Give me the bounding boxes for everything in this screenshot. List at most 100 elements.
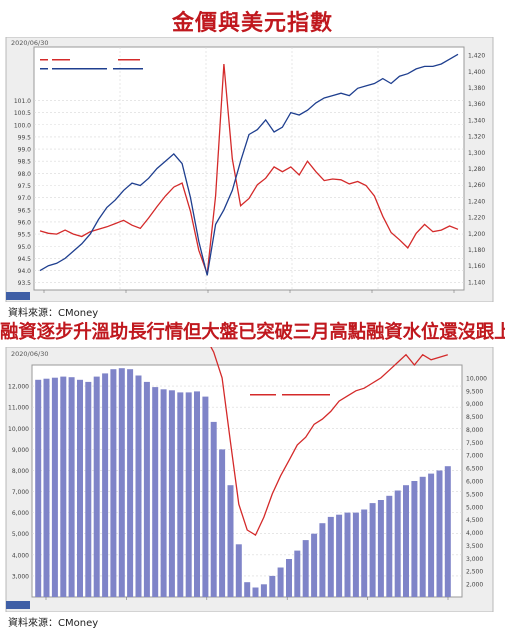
chart2-bar (202, 396, 209, 597)
chart1-left-tick-label: 98.0 (18, 171, 32, 178)
chart2-right-tick-label: 3,000 (466, 556, 483, 563)
chart2-bar (336, 514, 343, 597)
chart1-left-tick-label: 97.5 (18, 183, 32, 190)
chart2-right-tick-label: 3,500 (466, 543, 483, 550)
chart2-bar (51, 377, 58, 597)
chart2-right-tick-label: 7,000 (466, 453, 483, 460)
chart1-right-tick-label: 1,260 (468, 182, 485, 189)
chart1-left-tick-label: 100.5 (14, 110, 31, 117)
chart2-bar (436, 470, 443, 597)
chart2-left-tick-label: 7,000 (12, 489, 29, 496)
chart2-legend (250, 394, 330, 396)
chart2-bar (327, 516, 334, 597)
chart1-right-tick-label: 1,360 (468, 101, 485, 108)
chart1-right-tick-label: 1,240 (468, 198, 485, 205)
chart2-bar (194, 391, 200, 597)
chart2-right-tick-label: 9,500 (466, 388, 483, 395)
chart2-left-axis: 3,000 4,000 5,000 6,000 7,000 8,000 9,000 10,00… (8, 384, 29, 581)
chart2-bar (93, 376, 100, 597)
chart2-bar (269, 575, 276, 597)
chart2-left-tick-label: 11,000 (8, 405, 29, 412)
chart1-left-tick-label: 95.5 (18, 232, 32, 239)
chart2-bar (77, 379, 83, 597)
chart1-left-tick-label: 97.0 (18, 195, 32, 202)
chart2-bar (118, 368, 125, 597)
chart2-bar (419, 476, 426, 597)
chart2-bar (227, 485, 234, 597)
chart2-left-tick-label: 6,000 (12, 510, 29, 517)
chart2-right-tick-label: 9,000 (466, 401, 483, 408)
chart2-bar (219, 449, 226, 597)
chart2-right-tick-label: 2,500 (466, 569, 483, 576)
chart1-left-tick-label: 99.0 (18, 147, 32, 154)
chart2-bar (361, 509, 368, 597)
chart2-bar (344, 512, 351, 597)
chart2-bar (444, 466, 451, 597)
margin-index-chart: 2020/06/30 3,000 4,000 5,000 6,000 7,000 8,00… (5, 347, 494, 612)
chart2-bar (177, 392, 184, 597)
chart1-right-tick-label: 1,160 (468, 263, 485, 270)
chart2-right-tick-label: 5,000 (466, 504, 483, 511)
chart1-left-tick-label: 96.5 (18, 207, 32, 214)
chart2-right-tick-label: 5,500 (466, 491, 483, 498)
chart2-source: 資料來源：CMoney (8, 618, 99, 629)
chart2-right-tick-label: 4,500 (466, 517, 483, 524)
chart1-right-tick-label: 1,180 (468, 247, 485, 254)
chart1-left-axis: 93.5 94.0 94.5 95.0 95.5 96.0 96.5 97.0 97.5 98.0… (14, 98, 31, 287)
chart2-bars (35, 368, 451, 597)
chart2-bar (352, 512, 359, 597)
chart2-bar (102, 373, 109, 597)
chart2-left-tick-label: 3,000 (12, 573, 29, 580)
chart1-scrollbar[interactable] (6, 292, 30, 300)
chart2-right-tick-label: 8,000 (466, 427, 483, 434)
chart2-bar (127, 369, 134, 597)
chart2-bar (252, 587, 259, 597)
chart1-red-series-line (39, 63, 459, 275)
chart1-right-axis: 1,140 1,160 1,180 1,200 1,220 1,240 1,260 1,280… (468, 53, 485, 287)
chart1-date-label: 2020/06/30 (11, 39, 48, 47)
chart1-right-tick-label: 1,320 (468, 134, 485, 141)
chart1-right-tick-label: 1,200 (468, 231, 485, 238)
chart2-bar (411, 481, 418, 597)
chart1-left-tick-label: 100.0 (14, 122, 31, 129)
chart2-left-tick-label: 10,000 (8, 426, 29, 433)
chart2-left-tick-label: 4,000 (12, 552, 29, 559)
chart1-source: 資料來源：CMoney (8, 308, 99, 319)
chart2-scrollbar[interactable] (6, 601, 30, 609)
chart1-right-tick-label: 1,220 (468, 215, 485, 222)
chart2-right-tick-label: 6,000 (466, 479, 483, 486)
chart2-bar (168, 390, 175, 597)
chart2-bar (428, 473, 435, 597)
chart1-right-tick-label: 1,340 (468, 117, 485, 124)
chart2-red-series-line (210, 347, 448, 537)
chart2-right-tick-label: 4,000 (466, 530, 483, 537)
chart1-blue-series-line (39, 53, 459, 276)
chart2-bar (377, 500, 384, 597)
chart2-date-label: 2020/06/30 (11, 350, 48, 358)
chart2-right-tick-label: 10,000 (466, 375, 487, 382)
chart2-left-tick-label: 5,000 (12, 531, 29, 538)
chart2-bar (43, 378, 50, 597)
chart2-bar (260, 584, 267, 597)
chart2-bar (302, 540, 309, 597)
chart2-left-tick-label: 9,000 (12, 447, 29, 454)
chart1-left-tick-label: 95.0 (18, 244, 32, 251)
chart2-right-tick-label: 7,500 (466, 440, 483, 447)
chart2-bar (294, 550, 301, 597)
chart1-left-tick-label: 101.0 (14, 98, 31, 105)
chart1-left-tick-label: 93.5 (18, 280, 32, 287)
chart2-bar (85, 381, 92, 597)
chart2-bar (152, 387, 159, 597)
chart2-right-tick-label: 2,000 (466, 582, 483, 589)
chart2-bar (160, 389, 167, 597)
chart2-bar (244, 582, 251, 597)
chart1-right-tick-label: 1,400 (468, 69, 485, 76)
chart1-right-tick-label: 1,280 (468, 166, 485, 173)
chart1-right-tick-label: 1,380 (468, 85, 485, 92)
chart2-bar (394, 490, 401, 597)
chart1-right-tick-label: 1,420 (468, 53, 485, 60)
chart2-bar (319, 523, 326, 597)
chart2-left-tick-label: 8,000 (12, 468, 29, 475)
chart2-x-axis (45, 597, 449, 600)
chart2-bar (386, 495, 393, 597)
